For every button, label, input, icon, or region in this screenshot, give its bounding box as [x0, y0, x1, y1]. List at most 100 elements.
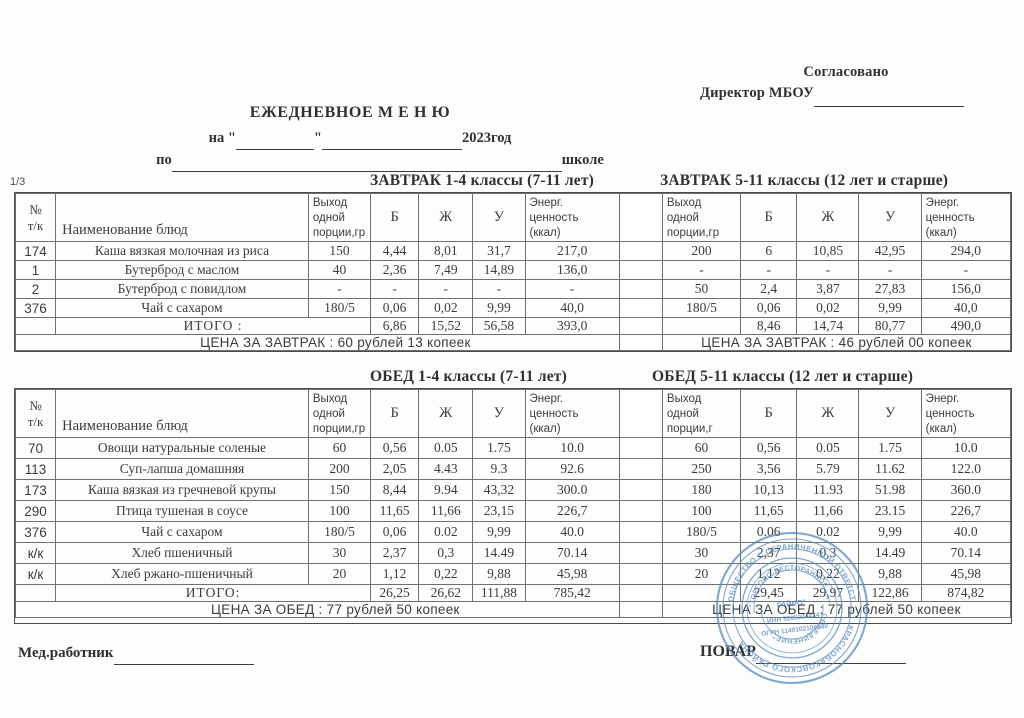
- column-header-protein: Б: [370, 389, 420, 438]
- cell-left-e: 217,0: [524, 241, 620, 261]
- director-line: Директор МБОУ: [700, 83, 1000, 107]
- cell-right-zh: 0,3: [796, 542, 860, 564]
- cell-left-e: 40.0: [524, 521, 620, 543]
- cell-left-e: -: [524, 279, 620, 299]
- date-quote: ": [313, 130, 322, 146]
- cell-tk-code: 290: [14, 500, 57, 522]
- price-left: ЦЕНА ЗА ОБЕД : 77 рублей 50 копеек: [15, 601, 620, 618]
- cell-left-u: -: [472, 279, 526, 299]
- table-row: к/к Хлеб пшеничный 30 2,37 0,3 14.49 70.14 30 2,…: [14, 542, 1012, 564]
- cell-right-b: 1,12: [740, 563, 798, 585]
- cell-right-b: 0,56: [740, 437, 798, 459]
- cell-tk-code: 113: [14, 458, 57, 480]
- totals-right-portion: [661, 584, 742, 602]
- school-blank-field[interactable]: [171, 154, 562, 172]
- totals-right-u: 80,77: [858, 317, 922, 335]
- cell-dish-name: Хлеб пшеничный: [55, 542, 309, 564]
- cell-left-u: 14.49: [472, 542, 526, 564]
- cell-left-b: 0,06: [370, 298, 420, 318]
- cell-left-zh: 0.05: [418, 437, 474, 459]
- cell-tk-code: 174: [14, 241, 57, 261]
- totals-left-e: 393,0: [524, 317, 620, 335]
- column-header-portion-right: Выход одной порции,гр: [661, 193, 742, 242]
- day-blank-field[interactable]: [235, 132, 314, 150]
- cell-right-zh: 3,87: [796, 279, 860, 299]
- totals-right-b: 29,45: [740, 584, 798, 602]
- cell-left-portion: 180/5: [307, 521, 372, 543]
- column-header-portion-right: Выход одной порции,г: [661, 389, 742, 438]
- cell-dish-name: Бутерброд с повидлом: [55, 279, 309, 299]
- column-header-number: № т/к: [14, 389, 57, 438]
- cell-left-zh: 0,3: [418, 542, 474, 564]
- cell-left-portion: 30: [307, 542, 372, 564]
- cell-right-portion: 180: [661, 479, 742, 501]
- cell-dish-name: Каша вязкая из гречневой крупы: [55, 479, 309, 501]
- month-blank-field[interactable]: [321, 132, 462, 150]
- cell-tk-code: к/к: [14, 542, 57, 564]
- table-header-row: № т/к Наименование блюд Выход одной порции,гр…: [14, 389, 1012, 438]
- totals-row: ИТОГО: 26,25 26,62 111,88 785,42 29,45 29,97 12…: [14, 584, 1012, 602]
- table-gutter: [618, 279, 663, 299]
- table-gutter: [618, 563, 663, 585]
- cell-left-e: 92.6: [524, 458, 620, 480]
- cell-right-b: 0.06: [740, 521, 798, 543]
- med-worker-blank-field[interactable]: [113, 647, 254, 665]
- column-header-protein-right: Б: [740, 193, 798, 242]
- director-label: Директор МБОУ: [700, 85, 814, 101]
- price-row: ЦЕНА ЗА ОБЕД : 77 рублей 50 копеек ЦЕНА З…: [15, 601, 1012, 618]
- totals-left-zh: 15,52: [418, 317, 474, 335]
- column-header-energy: Энерг. ценность (ккал): [524, 193, 620, 242]
- cell-left-portion: -: [307, 279, 372, 299]
- column-header-carbs-right: У: [858, 193, 922, 242]
- cell-right-e: 40.0: [920, 521, 1012, 543]
- cell-left-e: 70.14: [524, 542, 620, 564]
- cell-left-zh: -: [418, 279, 474, 299]
- cell-right-zh: 0.05: [796, 437, 860, 459]
- cell-right-zh: 11,66: [796, 500, 860, 522]
- totals-left-u: 111,88: [472, 584, 526, 602]
- table-gutter: [618, 298, 663, 318]
- cell-left-b: 0,06: [370, 521, 420, 543]
- table-gutter: [618, 260, 663, 280]
- cell-right-u: 1.75: [858, 437, 922, 459]
- cell-right-zh: 5.79: [796, 458, 860, 480]
- cell-left-e: 40,0: [524, 298, 620, 318]
- cell-left-u: 43,32: [472, 479, 526, 501]
- page-title: ЕЖЕДНЕВНОЕ М Е Н Ю: [249, 104, 451, 121]
- lunch-table-block: № т/к Наименование блюд Выход одной порции,гр…: [14, 388, 1012, 624]
- price-right-text: ЦЕНА ЗА ЗАВТРАК : 46 рублей 00 копеек: [701, 335, 972, 350]
- cell-left-e: 226,7: [524, 500, 620, 522]
- svg-text:ОГРН 1149102106230: ОГРН 1149102106230: [761, 623, 829, 638]
- price-left-text: ЦЕНА ЗА ЗАВТРАК : 60 рублей 13 копеек: [200, 335, 471, 350]
- cell-right-u: 14.49: [858, 542, 922, 564]
- cell-right-portion: 20: [661, 563, 742, 585]
- lunch-caption-grades-5-11: ОБЕД 5-11 классы (12 лет и старше): [652, 368, 914, 385]
- cook-blank-field[interactable]: [755, 645, 906, 664]
- table-gutter: [618, 542, 663, 564]
- table-gutter: [618, 241, 663, 261]
- cell-right-portion: 100: [661, 500, 742, 522]
- cell-left-zh: 0,02: [418, 298, 474, 318]
- director-blank-field[interactable]: [813, 85, 964, 107]
- column-header-fat-right: Ж: [796, 193, 860, 242]
- totals-left-u: 56,58: [472, 317, 526, 335]
- med-worker-signature-line: Мед.работник: [18, 645, 254, 665]
- cell-right-e: -: [920, 260, 1012, 280]
- cell-left-portion: 150: [307, 241, 372, 261]
- cell-right-e: 40,0: [920, 298, 1012, 318]
- cell-dish-name: Чай с сахаром: [55, 298, 309, 318]
- date-prefix: на ": [208, 130, 236, 146]
- cell-right-b: -: [740, 260, 798, 280]
- table-row: 376 Чай с сахаром 180/5 0,06 0.02 9,99 40.0 180…: [14, 521, 1012, 543]
- cell-right-portion: -: [661, 260, 742, 280]
- cell-right-zh: 0.02: [796, 521, 860, 543]
- cell-dish-name: Бутерброд с маслом: [55, 260, 309, 280]
- price-row: ЦЕНА ЗА ЗАВТРАК : 60 рублей 13 копеек ЦЕН…: [15, 334, 1012, 351]
- totals-right-zh: 14,74: [796, 317, 860, 335]
- cell-right-e: 294,0: [920, 241, 1012, 261]
- table-gutter: [618, 193, 663, 242]
- price-right: ЦЕНА ЗА ЗАВТРАК : 46 рублей 00 копеек: [661, 334, 1012, 351]
- page-number-mark: 1/3: [10, 176, 26, 188]
- cell-left-e: 45,98: [524, 563, 620, 585]
